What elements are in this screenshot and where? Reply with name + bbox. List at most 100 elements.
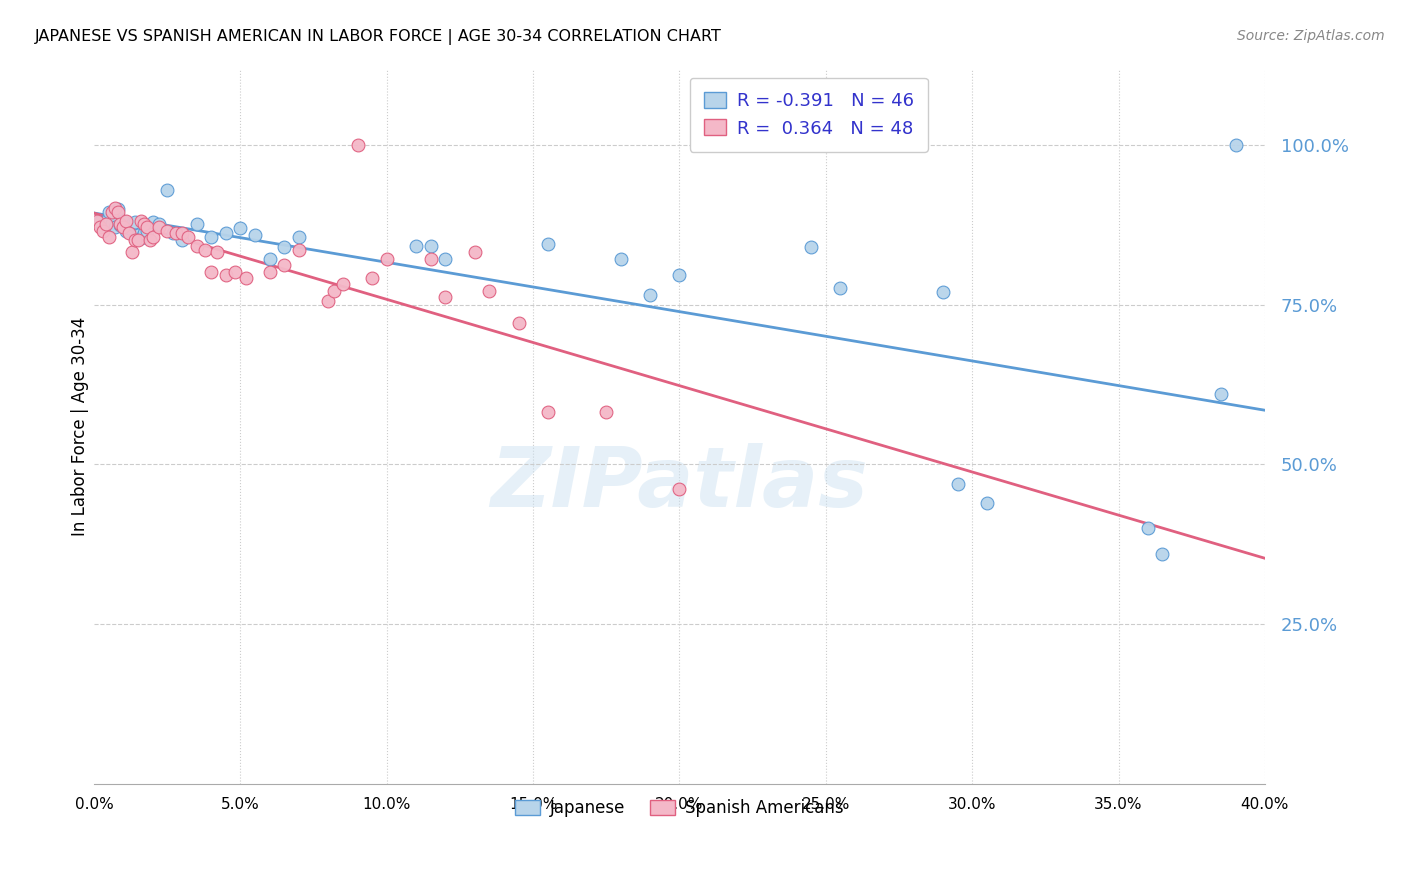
- Point: [110, 218, 132, 232]
- Point: [127, 227, 149, 242]
- Point: [610, 252, 633, 266]
- Point: [229, 221, 252, 235]
- Point: [668, 482, 690, 496]
- Point: [104, 219, 127, 234]
- Point: [104, 201, 127, 215]
- Point: [235, 271, 257, 285]
- Point: [156, 224, 179, 238]
- Point: [200, 230, 222, 244]
- Point: [323, 284, 346, 298]
- Point: [107, 204, 129, 219]
- Point: [148, 217, 170, 231]
- Point: [177, 230, 200, 244]
- Point: [100, 216, 122, 230]
- Point: [86, 213, 108, 227]
- Point: [800, 240, 823, 254]
- Point: [1152, 547, 1174, 561]
- Point: [94, 213, 117, 227]
- Point: [464, 245, 486, 260]
- Y-axis label: In Labor Force | Age 30-34: In Labor Force | Age 30-34: [72, 317, 89, 536]
- Point: [129, 213, 152, 227]
- Point: [121, 217, 143, 231]
- Point: [259, 264, 281, 278]
- Point: [115, 224, 138, 238]
- Point: [1209, 387, 1232, 401]
- Legend: Japanese, Spanish Americans: Japanese, Spanish Americans: [506, 791, 852, 825]
- Point: [100, 204, 122, 219]
- Point: [94, 217, 117, 231]
- Point: [537, 237, 560, 252]
- Point: [124, 215, 146, 229]
- Point: [405, 239, 427, 253]
- Point: [118, 221, 141, 235]
- Point: [170, 227, 193, 241]
- Point: [124, 233, 146, 247]
- Point: [97, 205, 120, 219]
- Point: [638, 288, 661, 302]
- Point: [127, 233, 149, 247]
- Point: [91, 218, 114, 232]
- Point: [132, 217, 155, 231]
- Point: [112, 219, 135, 234]
- Point: [288, 243, 311, 257]
- Point: [138, 233, 160, 247]
- Point: [215, 227, 238, 241]
- Point: [186, 239, 208, 253]
- Point: [165, 227, 187, 241]
- Point: [215, 268, 238, 283]
- Point: [91, 224, 114, 238]
- Point: [132, 227, 155, 241]
- Point: [110, 217, 132, 231]
- Point: [129, 231, 152, 245]
- Point: [156, 183, 179, 197]
- Point: [89, 215, 111, 229]
- Point: [97, 230, 120, 244]
- Point: [419, 252, 441, 266]
- Point: [142, 215, 165, 229]
- Point: [224, 264, 246, 278]
- Point: [170, 233, 193, 247]
- Point: [346, 138, 368, 153]
- Point: [434, 290, 457, 304]
- Point: [595, 405, 617, 419]
- Point: [273, 240, 295, 254]
- Point: [537, 405, 560, 419]
- Point: [1136, 521, 1159, 535]
- Point: [946, 476, 969, 491]
- Point: [932, 285, 955, 299]
- Point: [508, 316, 530, 330]
- Point: [115, 213, 138, 227]
- Point: [186, 217, 208, 231]
- Point: [135, 224, 157, 238]
- Point: [434, 252, 457, 266]
- Point: [194, 243, 217, 257]
- Point: [419, 239, 441, 253]
- Point: [478, 284, 501, 298]
- Point: [142, 230, 165, 244]
- Point: [288, 230, 311, 244]
- Point: [162, 227, 184, 241]
- Point: [121, 245, 143, 260]
- Point: [361, 271, 384, 285]
- Point: [86, 215, 108, 229]
- Point: [1225, 138, 1247, 153]
- Point: [243, 227, 266, 242]
- Point: [205, 245, 228, 260]
- Point: [259, 252, 281, 266]
- Point: [668, 268, 690, 283]
- Point: [273, 258, 295, 272]
- Point: [976, 496, 998, 510]
- Point: [107, 202, 129, 216]
- Point: [830, 281, 852, 295]
- Point: [200, 264, 222, 278]
- Point: [135, 219, 157, 234]
- Point: [375, 252, 398, 266]
- Point: [332, 277, 354, 292]
- Text: ZIPatlas: ZIPatlas: [491, 442, 869, 524]
- Point: [112, 213, 135, 227]
- Text: JAPANESE VS SPANISH AMERICAN IN LABOR FORCE | AGE 30-34 CORRELATION CHART: JAPANESE VS SPANISH AMERICAN IN LABOR FO…: [35, 29, 723, 45]
- Point: [89, 219, 111, 234]
- Point: [118, 227, 141, 241]
- Point: [316, 293, 339, 308]
- Text: Source: ZipAtlas.com: Source: ZipAtlas.com: [1237, 29, 1385, 43]
